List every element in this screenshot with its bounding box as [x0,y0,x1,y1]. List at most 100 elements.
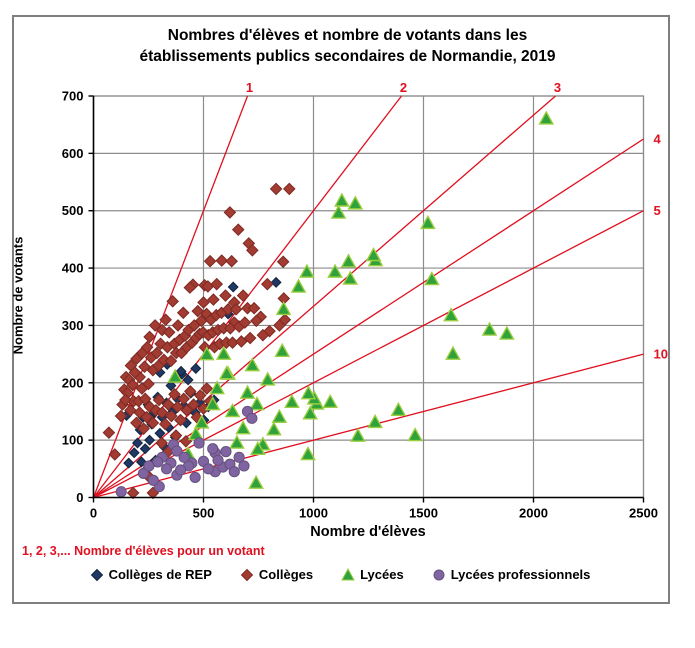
data-point [114,409,128,423]
data-point [300,385,317,400]
data-point [175,365,187,377]
data-point [128,366,142,379]
data-point [190,362,202,374]
x-tick-label: 2000 [519,506,548,521]
data-point [229,303,243,316]
data-point [290,278,307,293]
data-point [139,443,151,455]
data-point [270,276,282,288]
data-point [223,206,237,219]
data-point [229,434,245,449]
data-point [275,300,292,316]
data-point [327,263,343,278]
data-point [225,254,238,268]
data-point [202,463,214,475]
data-point [228,466,240,478]
data-point [128,447,140,459]
data-point [143,330,156,344]
data-point [249,314,263,328]
data-point [256,328,270,342]
ratio-annotation: 1, 2, 3,... Nombre d'élèves pour un vota… [22,544,265,558]
ratio-line-label: 5 [654,203,661,218]
y-tick-label: 100 [62,433,84,448]
data-point [231,223,245,236]
legend-item-colleges-rep: Collèges de REP [90,567,212,582]
data-point [244,357,261,372]
data-point [144,434,156,446]
legend-label: Lycées professionnels [450,567,591,582]
ratio-line-1 [92,95,249,498]
data-point [250,440,266,456]
data-point [204,396,221,411]
data-point [299,263,315,278]
data-point [238,460,250,472]
data-point [207,443,219,455]
legend: Collèges de REP Collèges Lycées Lycées p… [30,567,650,582]
ratio-line-label: 1 [246,80,253,95]
data-point [243,331,257,345]
data-point [367,413,383,429]
data-point [342,270,359,285]
legend-label: Collèges [258,567,314,582]
ratio-line-5 [93,210,644,499]
data-point [147,474,159,486]
data-point [123,457,135,469]
data-point [193,389,207,402]
data-point [193,437,205,449]
data-point [108,448,122,461]
data-point [284,393,300,409]
y-tick-label: 400 [62,261,84,276]
data-point [334,192,350,207]
data-point [210,277,224,291]
data-point [174,413,187,427]
legend-label: Lycées [360,567,404,582]
data-point [167,368,183,383]
data-point [278,313,292,327]
data-point [209,380,225,395]
data-point [187,398,200,411]
data-point [155,436,169,450]
series-4 [115,405,258,498]
triangle-marker-icon [341,567,355,582]
data-point [183,385,197,398]
data-point [193,414,210,429]
data-point [207,293,220,306]
legend-label: Collèges de REP [108,567,212,582]
data-point [154,427,166,439]
diamond-marker-icon [240,568,254,582]
data-point [203,254,217,268]
data-point [115,486,127,498]
data-point [249,396,265,411]
data-point [119,393,132,407]
data-point [538,110,555,125]
y-tick-label: 300 [62,318,84,333]
data-point [162,326,176,339]
data-point [171,445,183,457]
y-tick-label: 700 [62,89,84,104]
data-point [176,306,190,320]
data-point [274,342,291,357]
data-point [161,398,175,411]
data-point [246,243,259,257]
data-point [138,392,152,406]
data-point [124,404,137,417]
ratio-line-label: 4 [654,131,662,146]
data-point [215,254,229,267]
data-point [183,281,197,294]
data-point [443,307,459,322]
data-point [218,365,235,380]
data-point [235,335,248,348]
data-point [180,404,194,417]
chart-title-line2: établissements publics secondaires de No… [139,48,556,65]
data-point [194,314,208,328]
data-point [142,377,155,391]
data-point [189,471,201,484]
data-point [131,437,144,449]
data-point [420,214,436,230]
data-point [407,427,423,442]
data-point [233,451,245,463]
data-point [259,371,276,386]
data-point [260,277,274,291]
series-3 [167,110,555,489]
y-tick-label: 500 [62,203,84,218]
